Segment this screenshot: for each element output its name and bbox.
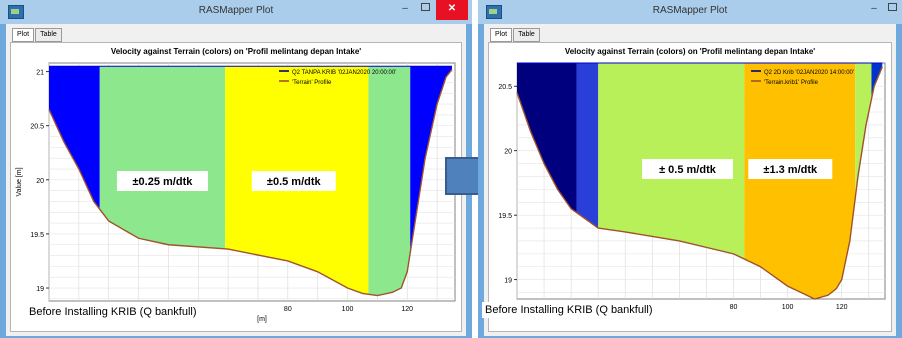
x-axis-label: [m] <box>257 316 267 323</box>
tab-strip: Plot Table <box>12 28 63 42</box>
x-tick-label: 100 <box>782 304 794 311</box>
legend: Q2 TANPA KRIB '02JAN2020 20:00:00' 'Terra… <box>279 70 396 86</box>
y-tick-label: 20 <box>504 149 512 156</box>
plot-area: Velocity against Terrain (colors) on 'Pr… <box>488 42 892 332</box>
x-tick-label: 120 <box>401 306 413 313</box>
x-tick-label: 120 <box>836 304 848 311</box>
tab-table[interactable]: Table <box>513 28 540 42</box>
rasmapper-window-right: RASMapper Plot – Plot Table Velocity aga… <box>478 0 902 338</box>
rasmapper-window-left: RASMapper Plot – ✕ Plot Table Velocity a… <box>0 0 472 338</box>
minimize-button[interactable]: – <box>396 0 414 20</box>
terrain-profile-line <box>48 69 453 297</box>
titlebar[interactable]: RASMapper Plot – ✕ <box>0 0 472 24</box>
y-tick-label: 20 <box>36 178 44 185</box>
y-tick-label: 21 <box>36 70 44 77</box>
window-title: RASMapper Plot <box>652 5 728 16</box>
window-title: RASMapper Plot <box>198 5 274 16</box>
maximize-icon <box>420 3 430 11</box>
plot-title: Velocity against Terrain (colors) on 'Pr… <box>564 47 816 56</box>
tab-strip: Plot Table <box>490 28 541 42</box>
x-tick-label: 80 <box>284 306 292 313</box>
velocity-chart: 19 19.5 20 20.5 80 100 120 Q2 2D Krib '02JAN202… <box>498 62 886 311</box>
velocity-label-box <box>251 171 336 191</box>
maximize-button[interactable] <box>884 0 900 20</box>
minimize-icon: – <box>871 3 877 14</box>
velocity-label-box <box>116 171 208 191</box>
terrain-profile-line <box>516 66 883 300</box>
velocity-label-box <box>748 159 833 180</box>
velocity-label: ±0.5 m/dtk <box>267 176 322 188</box>
x-tick-label: 80 <box>730 304 738 311</box>
y-tick-label: 20.5 <box>30 124 44 131</box>
titlebar[interactable]: RASMapper Plot – <box>478 0 902 24</box>
maximize-icon <box>887 3 897 11</box>
window-client: Plot Table Velocity against Terrain (col… <box>6 24 466 336</box>
legend-entry: 'Terrain' Profile <box>292 80 332 86</box>
velocity-label-box <box>641 159 733 180</box>
velocity-band <box>368 66 411 296</box>
legend-entry: Q2 2D Krib '02JAN2020 14:00:00' <box>764 70 854 76</box>
plot-title: Velocity against Terrain (colors) on 'Pr… <box>110 47 362 56</box>
app-icon <box>486 5 502 19</box>
maximize-button[interactable] <box>416 0 434 20</box>
legend-entry: 'Terrain.krib1' Profile <box>764 80 819 86</box>
minimize-icon: – <box>402 3 408 14</box>
figure-caption: Before Installing KRIB (Q bankfull) <box>482 302 656 318</box>
y-axis-label: Value [m] <box>16 167 23 196</box>
x-tick-label: 100 <box>342 306 354 313</box>
velocity-label: ± 0.5 m/dtk <box>659 164 717 176</box>
tab-plot[interactable]: Plot <box>490 28 513 42</box>
close-icon: ✕ <box>447 3 457 14</box>
minimize-button[interactable]: – <box>866 0 882 20</box>
velocity-label: ±0.25 m/dtk <box>133 176 194 188</box>
y-tick-label: 19 <box>504 278 512 285</box>
velocity-label: ±1.3 m/dtk <box>763 164 818 176</box>
velocity-band <box>744 63 856 299</box>
y-tick-label: 19.5 <box>498 213 512 220</box>
app-icon <box>8 5 24 19</box>
tab-table[interactable]: Table <box>35 28 62 42</box>
window-client: Plot Table Velocity against Terrain (col… <box>484 24 896 336</box>
close-button[interactable]: ✕ <box>436 0 468 20</box>
y-tick-label: 20.5 <box>498 84 512 91</box>
legend: Q2 2D Krib '02JAN2020 14:00:00' 'Terrain.… <box>751 70 854 86</box>
tab-plot[interactable]: Plot <box>12 28 35 42</box>
velocity-chart: 19 19.5 20 20.5 21 80 100 120 Value [m] [m] Q2 TAN… <box>16 62 456 323</box>
plot-area: Velocity against Terrain (colors) on 'Pr… <box>10 42 462 332</box>
y-tick-label: 19 <box>36 286 44 293</box>
legend-entry: Q2 TANPA KRIB '02JAN2020 20:00:00' <box>292 70 396 76</box>
y-tick-label: 19.5 <box>30 232 44 239</box>
figure-caption: Before Installing KRIB (Q bankfull) <box>26 304 200 320</box>
